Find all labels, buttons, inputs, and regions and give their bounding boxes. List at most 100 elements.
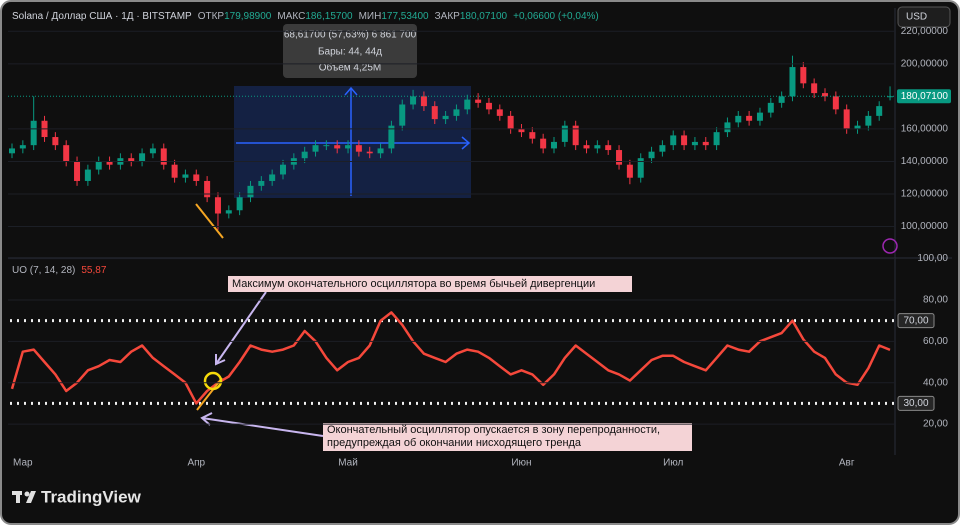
candle-body: [420, 96, 427, 107]
candle-body: [225, 210, 232, 214]
candle-body: [594, 145, 601, 149]
candle-body: [280, 164, 286, 175]
candle-body: [30, 120, 37, 146]
candle-body: [52, 137, 59, 146]
candle-body: [583, 145, 590, 149]
candle-body: [876, 106, 883, 116]
currency-button[interactable]: [897, 6, 951, 28]
candle-body: [616, 150, 623, 165]
candle-body: [800, 67, 807, 84]
y-tick-label: 100,00: [917, 253, 948, 264]
candle-body: [713, 132, 720, 146]
candle-body: [789, 67, 796, 97]
alert-icon[interactable]: [882, 238, 898, 254]
annotation: Окончательный осциллятор опускается в зо…: [327, 424, 660, 436]
candle-body: [301, 151, 308, 159]
candle-body: [464, 99, 471, 110]
candle-body: [431, 106, 438, 120]
candle-body: [128, 158, 135, 162]
candle-body: [453, 109, 460, 116]
oscillator-line: [10, 311, 891, 405]
candle-body: [193, 174, 200, 181]
level-box: [897, 313, 935, 329]
currency[interactable]: USD: [906, 12, 927, 23]
candle-body: [214, 197, 221, 214]
y-tick-label: 160,00000: [901, 124, 949, 135]
candle-body: [160, 148, 167, 165]
candle-body: [84, 169, 91, 181]
candle-body: [269, 174, 276, 181]
y-tick-label: 120,00000: [901, 189, 949, 200]
candle-body: [63, 145, 70, 162]
candle-body: [149, 148, 156, 154]
field-value: 180,07100: [460, 11, 508, 22]
candle-body: [74, 161, 81, 181]
y-tick-label: 100,00000: [901, 221, 949, 232]
candle-body: [95, 161, 102, 170]
x-tick-label: Июл: [663, 458, 683, 469]
candle-body: [106, 161, 113, 165]
candle-body: [258, 180, 265, 186]
y-tick-label: 200,00000: [901, 58, 949, 69]
candle-body: [756, 112, 763, 121]
measure-tooltip: [283, 24, 417, 78]
candle-body: [139, 153, 146, 162]
candle-body: [854, 125, 861, 129]
candle-body: [323, 145, 330, 147]
field-label: ЗАКР: [435, 11, 461, 22]
brand: TradingView: [41, 487, 142, 506]
candle-body: [648, 151, 655, 159]
x-tick-label: Авг: [839, 458, 855, 469]
candle-body: [822, 93, 828, 97]
candle-body: [496, 109, 503, 116]
field-label: МАКС: [277, 11, 305, 22]
oscillator: 70,00 30,00: [10, 311, 935, 411]
last-price-box: [897, 89, 951, 104]
annotation-box: [323, 423, 692, 451]
candle-body: [670, 135, 677, 146]
candle-body: [204, 180, 211, 198]
level-label: 70,00: [903, 315, 928, 326]
indicator-title: UO (7, 14, 28): [12, 265, 75, 276]
candle-body: [832, 96, 839, 110]
candle-body: [19, 145, 26, 149]
candle-body: [681, 135, 688, 146]
candle-body: [345, 145, 352, 149]
divergence-mark: [196, 377, 223, 411]
candle-body: [746, 115, 753, 121]
candle-body: [334, 145, 341, 149]
candle-body: [691, 141, 698, 146]
field-label: ОТКР: [198, 11, 225, 22]
candle-body: [312, 145, 319, 152]
trend-mark: [195, 203, 224, 239]
candle-body: [702, 141, 709, 146]
annotation-box: [228, 276, 632, 292]
measure-text: Бары: 44, 44д: [318, 47, 382, 58]
candle-body: [605, 145, 612, 151]
candle-body: [778, 96, 785, 103]
field-label: МИН: [359, 11, 382, 22]
candle-body: [388, 125, 395, 149]
candle-body: [540, 138, 547, 149]
y-tick-label: 220,00000: [901, 26, 949, 37]
measure-text: Объём 4,25M: [319, 62, 381, 74]
level-label: 30,00: [903, 398, 928, 409]
field-value: 177,53400: [381, 11, 429, 22]
annotation: предупреждая об окончании нисходящего тр…: [327, 437, 582, 449]
last-price-label: 180,07100: [901, 91, 949, 102]
candle-body: [626, 164, 633, 178]
y-tick-label: 60,00: [923, 336, 948, 347]
header: Solana / Доллар США · 1Д · BITSTAMP ОТКР1…: [12, 11, 599, 22]
candle-body: [843, 109, 850, 129]
candle-body: [637, 158, 644, 178]
field-value: 186,15700: [305, 11, 353, 22]
candle-body: [355, 145, 362, 152]
candle-body: [724, 122, 731, 133]
candle-body: [865, 115, 872, 126]
candle-body: [442, 115, 449, 120]
candle-body: [236, 197, 243, 211]
measure-range: [234, 86, 471, 198]
candle-body: [366, 151, 373, 154]
candle-body: [767, 102, 774, 113]
